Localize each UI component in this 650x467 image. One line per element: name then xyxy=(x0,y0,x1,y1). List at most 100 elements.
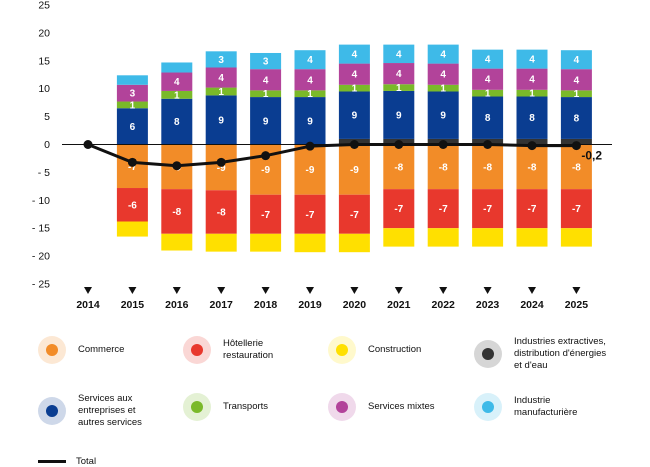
bar-value-label: -7 xyxy=(483,204,492,215)
bar-segment xyxy=(383,144,415,190)
y-tick-label: - 25 xyxy=(32,279,50,291)
bar-value-label: -9 xyxy=(217,163,226,174)
bar-value-label: 9 xyxy=(440,111,446,122)
bar-segment xyxy=(161,62,193,73)
bar-value-label: -7 xyxy=(572,204,581,215)
bar-segment xyxy=(383,63,415,85)
bar-segment xyxy=(250,90,282,98)
x-tick-label: 2025 xyxy=(565,299,589,310)
bar-segment xyxy=(294,194,326,234)
bar-segment xyxy=(472,68,504,90)
bar-value-label: -7 xyxy=(394,204,403,215)
total-point xyxy=(305,141,315,151)
bar-value-label: 1 xyxy=(307,89,313,100)
bar-segment xyxy=(116,221,148,237)
bar-segment xyxy=(116,188,148,222)
bar-segment xyxy=(116,75,148,85)
legend-item: Construction xyxy=(328,336,421,364)
bar-value-label: -7 xyxy=(439,204,448,215)
total-point xyxy=(261,151,271,161)
bar-segment xyxy=(427,91,459,139)
total-point xyxy=(394,140,404,149)
legend-swatch xyxy=(474,340,502,368)
bar-segment xyxy=(116,101,148,109)
bar-value-label: -6 xyxy=(128,200,137,211)
bar-segment xyxy=(294,69,326,91)
bar-value-label: 4 xyxy=(574,75,580,86)
bar-value-label: -8 xyxy=(572,162,581,173)
total-line-swatch xyxy=(38,460,66,463)
bar-segment xyxy=(294,233,326,253)
total-point xyxy=(349,140,359,149)
bar-segment xyxy=(338,63,370,85)
bar-value-label: 9 xyxy=(307,116,313,127)
x-tick-marker xyxy=(394,287,403,294)
bar-value-label: 4 xyxy=(174,77,180,88)
x-tick-marker xyxy=(84,287,92,294)
bar-segment xyxy=(161,72,193,91)
bar-segment xyxy=(116,84,148,102)
legend-label: Services mixtes xyxy=(368,401,435,412)
total-point xyxy=(527,141,537,151)
bar-segment xyxy=(205,67,237,88)
bar-segment xyxy=(560,90,592,98)
legend-item: Hôtellerie restauration xyxy=(183,336,273,364)
y-tick-label: 10 xyxy=(38,83,50,95)
legend-swatch xyxy=(38,336,66,364)
bar-segment xyxy=(205,190,237,234)
bar-value-label: -8 xyxy=(217,208,226,219)
bar-segment xyxy=(294,90,326,98)
bar-segment xyxy=(250,194,282,234)
bar-value-label: 4 xyxy=(263,75,269,86)
bar-value-label: 4 xyxy=(485,55,491,66)
x-tick-marker xyxy=(572,287,581,294)
legend-swatch xyxy=(328,393,356,421)
bar-segment xyxy=(427,228,459,247)
x-tick-marker xyxy=(261,287,270,294)
legend-swatch xyxy=(328,336,356,364)
y-tick-label: 25 xyxy=(38,0,50,12)
bar-value-label: 1 xyxy=(263,89,269,100)
legend-label: Industrie manufacturière xyxy=(514,395,578,418)
y-tick-label: 15 xyxy=(38,55,50,67)
bar-value-label: 4 xyxy=(396,69,402,80)
bar-value-label: 1 xyxy=(174,90,180,101)
bar-segment xyxy=(516,144,548,190)
y-tick-label: 5 xyxy=(44,111,50,123)
bar-segment xyxy=(427,63,459,85)
bar-value-label: 1 xyxy=(574,89,580,100)
bar-value-label: 1 xyxy=(130,100,136,111)
x-tick-label: 2020 xyxy=(343,299,367,310)
bar-value-label: -8 xyxy=(528,162,537,173)
y-tick-label: 20 xyxy=(38,27,50,39)
bar-value-label: 8 xyxy=(529,113,535,124)
legend-swatch xyxy=(474,393,502,421)
bar-segment xyxy=(338,84,370,92)
bar-value-label: 4 xyxy=(396,49,402,60)
bar-value-label: 9 xyxy=(263,116,269,127)
x-tick-marker xyxy=(217,287,226,294)
y-axis: 25 20 15 10 5 0 - 5 - 10 - 15 - 20 - 25 xyxy=(32,0,50,291)
bar-segment xyxy=(560,189,592,229)
bar-segment xyxy=(427,189,459,229)
bar-value-label: 4 xyxy=(529,75,535,86)
bar-value-label: 1 xyxy=(440,84,446,95)
x-tick-marker xyxy=(439,287,448,294)
bar-value-label: 9 xyxy=(396,110,402,121)
bar-value-label: -7 xyxy=(350,210,359,221)
bar-value-label: 4 xyxy=(307,75,313,86)
legend-label: Services aux entreprises et autres servi… xyxy=(78,393,142,428)
bar-value-label: 9 xyxy=(218,115,224,126)
bar-segment xyxy=(338,44,370,64)
bars xyxy=(116,44,592,253)
bar-value-label: -7 xyxy=(261,210,270,221)
bar-segment xyxy=(560,144,592,190)
bar-segment xyxy=(516,49,548,69)
x-tick-marker xyxy=(528,287,536,294)
bar-segment xyxy=(383,189,415,229)
x-tick-label: 2023 xyxy=(476,299,500,310)
bar-segment xyxy=(294,97,326,145)
bar-segment xyxy=(161,98,193,145)
bar-segment xyxy=(294,144,326,195)
x-tick-label: 2022 xyxy=(432,299,456,310)
